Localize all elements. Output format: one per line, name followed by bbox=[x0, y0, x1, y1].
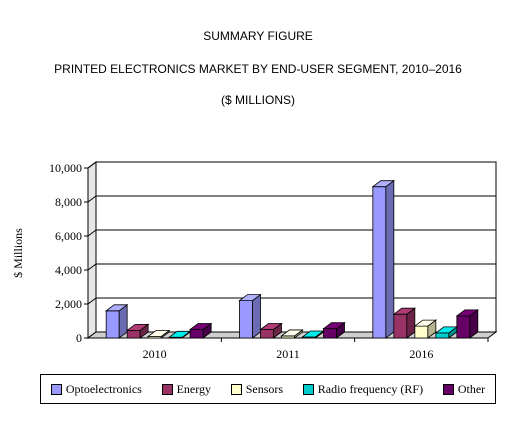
y-tick-label: 8,000 bbox=[55, 195, 82, 209]
bar bbox=[455, 309, 480, 339]
chart-legend: Optoelectronics Energy Sensors Radio freque… bbox=[40, 374, 496, 404]
x-tick-label: 2011 bbox=[276, 347, 300, 361]
gridline-side bbox=[87, 263, 97, 271]
x-tick-label: 2016 bbox=[409, 347, 433, 361]
bar bbox=[371, 179, 396, 339]
legend-item: Sensors bbox=[230, 381, 284, 397]
bar bbox=[188, 322, 213, 339]
legend-item: Radio frequency (RF) bbox=[302, 381, 424, 397]
legend-swatch bbox=[161, 383, 173, 395]
plot-side-wall bbox=[87, 161, 97, 339]
legend-swatch bbox=[442, 383, 454, 395]
legend-label: Other bbox=[457, 381, 486, 396]
bar bbox=[322, 321, 346, 339]
bar bbox=[146, 329, 171, 339]
x-tick-label: 2010 bbox=[143, 347, 167, 361]
legend-label: Sensors bbox=[245, 381, 284, 396]
y-tick-label: 6,000 bbox=[55, 229, 82, 243]
chart-heading: SUMMARY FIGURE bbox=[203, 29, 313, 43]
gridline-side bbox=[87, 161, 97, 169]
y-tick-label: 10,000 bbox=[49, 161, 82, 175]
bar bbox=[125, 323, 150, 339]
y-tick-label: 4,000 bbox=[55, 263, 82, 277]
bar bbox=[104, 303, 129, 339]
gridline-side bbox=[87, 195, 97, 203]
legend-swatch bbox=[302, 383, 314, 395]
gridline-side bbox=[87, 229, 97, 237]
legend-label: Energy bbox=[176, 381, 211, 396]
legend-label: Radio frequency (RF) bbox=[317, 381, 424, 396]
legend-swatch bbox=[230, 383, 242, 395]
legend-label: Optoelectronics bbox=[65, 381, 142, 396]
gridline-side bbox=[87, 297, 97, 305]
legend-item: Optoelectronics bbox=[50, 381, 142, 397]
chart-title: PRINTED ELECTRONICS MARKET BY END-USER S… bbox=[54, 62, 462, 76]
bar bbox=[280, 329, 304, 339]
legend-swatch bbox=[50, 383, 62, 395]
y-tick-label: 0 bbox=[76, 331, 82, 345]
bar bbox=[392, 307, 417, 339]
legend-item: Energy bbox=[161, 381, 211, 397]
bar bbox=[413, 319, 438, 339]
y-axis-label: $ Millions bbox=[11, 228, 25, 278]
bar bbox=[259, 322, 283, 339]
chart-units: ($ MILLIONS) bbox=[220, 93, 295, 107]
bar bbox=[238, 293, 262, 339]
plot-back-wall bbox=[95, 161, 497, 333]
legend-item: Other bbox=[442, 381, 486, 397]
y-tick-label: 2,000 bbox=[55, 297, 82, 311]
